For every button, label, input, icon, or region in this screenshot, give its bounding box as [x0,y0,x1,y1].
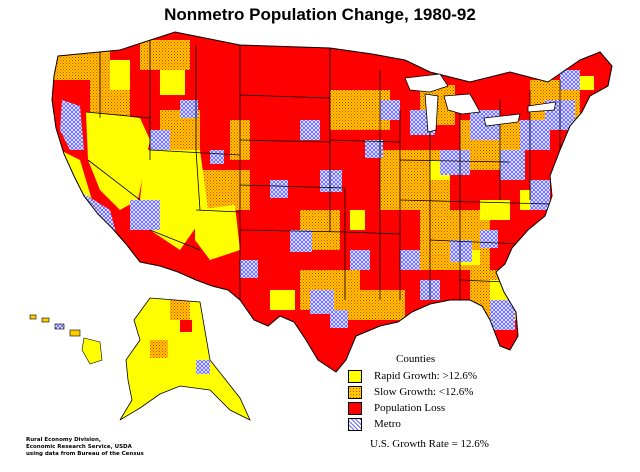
slow-growth-swatch [348,386,362,399]
credit-line: Economic Research Service, USDA [26,444,132,450]
alaska-map [119,297,251,421]
legend-title: Counties [396,353,436,365]
metro-regions [60,70,580,330]
map-title: Nonmetro Population Change, 1980-92 [164,5,476,24]
lower48-map [52,32,612,372]
hawaii-map [29,314,103,365]
credit-line: using data from Bureau of the Census [26,451,144,457]
title-group: Nonmetro Population Change, 1980-92 [164,5,476,24]
credit-line: Rural Economy Division, [26,437,101,443]
rapid-growth-swatch [348,370,362,383]
state-boundaries [85,40,561,300]
great-lakes [404,73,557,133]
legend-label: Metro [374,418,401,430]
population-loss-swatch [348,402,362,415]
us-growth-rate: U.S. Growth Rate = 12.6% [370,438,489,450]
legend-label: Population Loss [374,402,446,414]
legend-label: Rapid Growth: >12.6% [374,370,478,382]
legend-label: Slow Growth: <12.6% [374,386,474,398]
source-credit: Rural Economy Division, Economic Researc… [26,437,226,458]
metro-swatch [348,418,362,431]
